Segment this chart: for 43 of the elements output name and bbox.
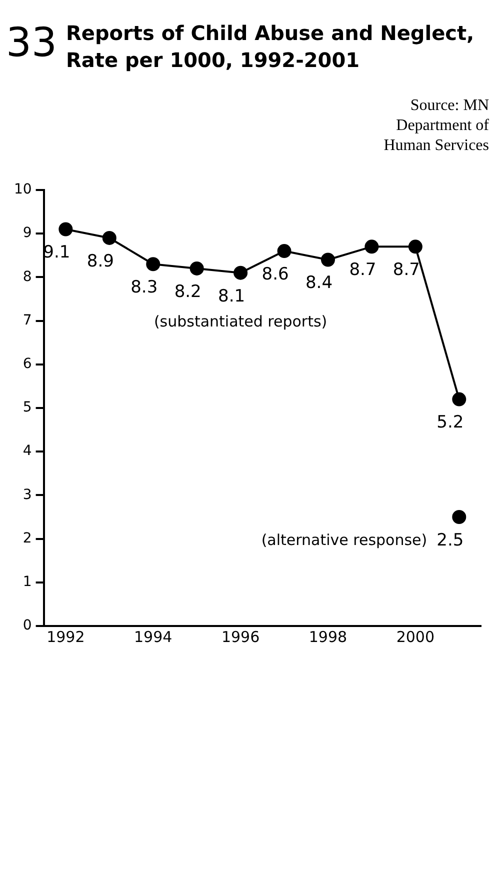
point <box>320 252 335 267</box>
data-label: 8.4 <box>305 273 333 294</box>
text: (substantiated reports) <box>154 312 328 331</box>
point <box>58 222 73 236</box>
point <box>452 392 466 406</box>
data-label: 8.9 <box>86 251 114 272</box>
x-tick-label: 1996 <box>221 628 260 646</box>
x-tick-label: 1998 <box>308 628 348 646</box>
point <box>277 244 292 258</box>
data-label: 2.5 <box>436 530 464 550</box>
data-label: 8.7 <box>349 260 376 280</box>
chart-title: Reports of Child Abuse and Neglect, Rate per 1000, 1992-2001 <box>66 21 474 72</box>
point <box>190 261 204 276</box>
x-tick-label: 1992 <box>46 628 85 646</box>
data-label: 5.2 <box>436 412 464 433</box>
data-label: 8.3 <box>130 278 158 298</box>
y-tick-label: 4 <box>22 443 32 460</box>
point <box>146 257 160 272</box>
x-tick-label: 1994 <box>134 628 172 646</box>
y-tick-label: 3 <box>22 486 32 503</box>
y-tick-label: 1 <box>22 574 32 590</box>
data-label: 8.6 <box>262 264 289 284</box>
text: 33 <box>6 20 57 66</box>
data-label: 9.1 <box>43 242 70 263</box>
y-tick-label: 10 <box>14 182 32 198</box>
source-note: Source: MN Department of Human Services <box>384 97 490 154</box>
y-tick-label: 2 <box>22 530 32 546</box>
data-label: 8.2 <box>174 282 202 302</box>
data-label: 8.1 <box>218 286 246 306</box>
data-label: 8.7 <box>392 260 420 280</box>
y-tick-label: 5 <box>22 400 32 416</box>
series-label: (alternative response) <box>261 530 428 549</box>
point <box>408 240 422 254</box>
y-tick-label: 6 <box>22 356 32 372</box>
point <box>234 266 248 280</box>
x-tick-label: 2000 <box>396 628 435 646</box>
y-tick-label: 8 <box>22 268 32 285</box>
point <box>364 240 379 254</box>
point <box>452 510 466 524</box>
y-tick-label: 0 <box>22 618 32 634</box>
y-tick-label: 7 <box>22 312 32 328</box>
y-tick-label: 9 <box>22 225 32 242</box>
point <box>102 230 116 245</box>
